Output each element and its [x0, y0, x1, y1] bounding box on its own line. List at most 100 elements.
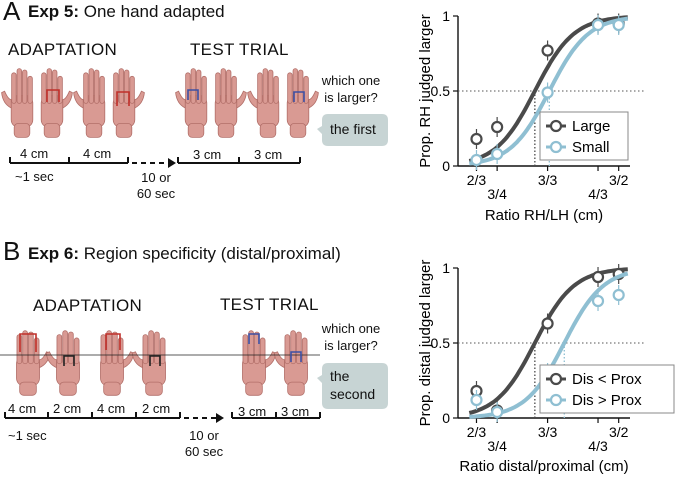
data-point	[541, 44, 554, 57]
data-point	[491, 405, 504, 419]
adaptation-stimulus-mark	[63, 355, 75, 366]
hand-finger	[290, 330, 296, 365]
panel-b-distance-5: 3 cm	[238, 404, 267, 419]
hand-wrist	[13, 123, 31, 138]
adaptation-stimulus-mark	[105, 333, 121, 350]
panel-b-question-line2: is larger?	[324, 338, 378, 353]
adaptation-hand	[112, 68, 145, 138]
panel-a-title: Exp 5: One hand adapted	[28, 2, 225, 22]
y-tick-label: 1	[442, 8, 450, 24]
x-tick-label: 3/2	[609, 424, 629, 440]
test-hand	[273, 330, 308, 396]
hand-finger	[303, 75, 309, 104]
data-point	[591, 18, 605, 32]
panel-a-wait-line2: 60 sec	[136, 186, 176, 201]
legend: Dis < Prox Dis > Prox	[539, 364, 675, 414]
hand-finger	[28, 331, 34, 365]
hand-finger	[27, 75, 33, 104]
adaptation-stimulus-mark	[46, 89, 60, 102]
hand-finger	[242, 334, 249, 365]
hand-finger	[73, 337, 80, 365]
test-hand	[214, 68, 247, 138]
panel-b-wait-line1: 10 or	[189, 428, 219, 443]
legend-swatch-marker	[549, 140, 563, 154]
hand-finger	[220, 68, 226, 104]
hand-finger	[226, 69, 232, 104]
hand-finger	[257, 72, 263, 104]
hand-finger	[99, 75, 105, 104]
data-point	[470, 153, 483, 167]
legend-label: Dis < Prox	[572, 371, 642, 388]
hand-thumb	[1, 90, 12, 109]
x-axis-label: Ratio distal/proximal (cm)	[459, 458, 628, 475]
x-tick-label: 3/3	[538, 424, 558, 440]
hand-finger	[142, 334, 149, 365]
hand-finger	[118, 68, 124, 104]
panel-b-title-bold: Exp 6:	[28, 244, 80, 263]
hand-finger	[16, 68, 22, 104]
panel-b-timeline	[4, 412, 321, 423]
test-hand	[242, 330, 277, 396]
data-point	[591, 294, 605, 308]
legend-label: Dis > Prox	[572, 392, 642, 409]
hand-wrist	[59, 381, 77, 396]
hand-finger	[254, 331, 260, 365]
legend: Large Small	[539, 111, 629, 161]
adaptation-stimulus-mark	[19, 333, 37, 352]
x-tick-label: 3/4	[487, 186, 507, 202]
hand-finger	[68, 331, 74, 365]
panel-b-duration: ~1 sec	[8, 428, 47, 443]
panel-a-letter: A	[3, 0, 21, 26]
adaptation-hand	[100, 330, 135, 396]
y-axis-label: Prop. distal judged larger	[417, 260, 434, 427]
hand-finger	[301, 337, 308, 365]
x-tick-label: 4/3	[588, 186, 608, 202]
legend-label: Small	[572, 139, 610, 156]
panel-b-adaptation-label: ADAPTATION	[33, 296, 143, 315]
test-hand	[175, 68, 208, 138]
panel-b-test-label: TEST TRIAL	[220, 295, 319, 314]
adaptation-stimulus-mark	[116, 91, 130, 106]
panel-b-distance-6: 3 cm	[281, 404, 310, 419]
hand-thumb	[175, 90, 186, 109]
panel-a-title-bold: Exp 5:	[28, 2, 80, 21]
panel-a-wait-line1: 10 or	[141, 170, 171, 185]
hand-finger	[129, 75, 135, 104]
panel-b-title: Exp 6: Region specificity (distal/proxim…	[28, 244, 341, 264]
panel-a-duration: ~1 sec	[15, 169, 54, 184]
panel-b-answer-line2: second	[330, 386, 376, 402]
panel-a-adaptation-label: ADAPTATION	[8, 40, 118, 59]
hand-wrist	[115, 123, 133, 138]
y-tick-label: 0.5	[431, 335, 451, 351]
hand-wrist	[289, 123, 307, 138]
data-point	[591, 270, 605, 284]
panel-b-title-rest: Region specificity (distal/proximal)	[79, 244, 341, 263]
panel-b-distance-2: 2 cm	[53, 401, 82, 416]
panel-b-distance-3: 4 cm	[97, 401, 126, 416]
hand-finger	[41, 72, 47, 104]
data-point	[491, 120, 504, 134]
hand-finger	[46, 68, 52, 104]
panel-a-question-line2: is larger?	[324, 90, 378, 105]
hand-finger	[287, 72, 293, 104]
hand-finger	[185, 72, 191, 104]
panel-b-hands-illustration	[0, 330, 320, 396]
hand-wrist	[43, 123, 61, 138]
panel-a-distance-2: 4 cm	[83, 146, 112, 161]
hand-thumb	[45, 351, 57, 369]
hand-finger	[298, 69, 304, 104]
data-point	[612, 18, 625, 32]
hand-wrist	[145, 381, 163, 396]
hand-finger	[22, 330, 28, 365]
x-tick-label: 2/3	[467, 424, 487, 440]
y-tick-label: 0	[442, 158, 450, 174]
panel-a-distance-1: 4 cm	[20, 146, 49, 161]
panel-a-timeline	[9, 157, 301, 168]
hand-finger	[56, 334, 63, 365]
hand-wrist	[259, 123, 277, 138]
data-point	[612, 288, 625, 302]
hand-finger	[190, 68, 196, 104]
x-tick-label: 3/3	[538, 172, 558, 188]
hand-finger	[154, 331, 160, 365]
hand-finger	[201, 75, 207, 104]
